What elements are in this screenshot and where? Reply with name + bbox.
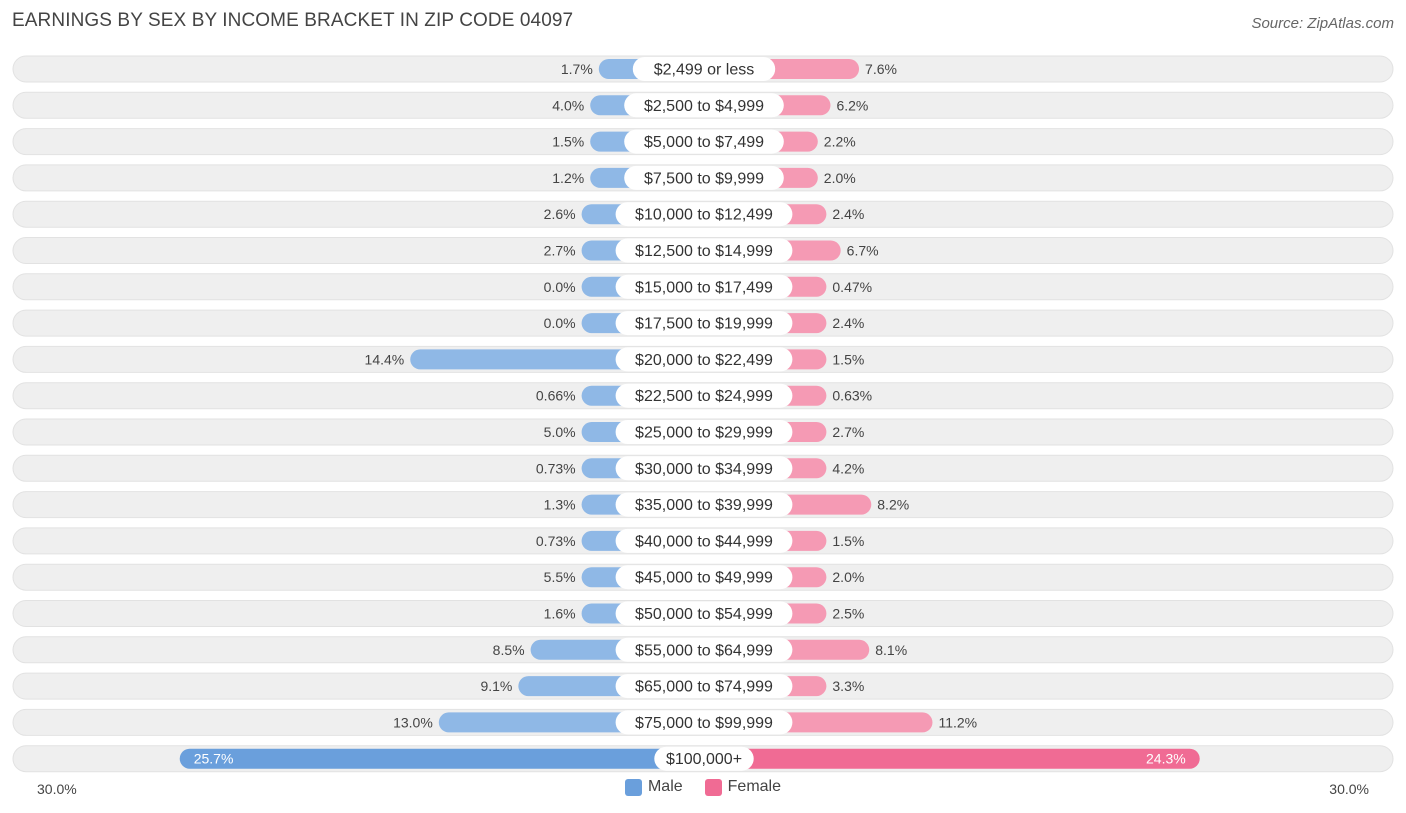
- category-pill: [615, 347, 793, 372]
- category-pill: [615, 420, 793, 444]
- bar-female: [704, 748, 1200, 769]
- value-label-male: 9.1%: [480, 678, 512, 694]
- category-label: $20,000 to $22,499: [635, 352, 773, 369]
- category-pill: [615, 383, 793, 408]
- category-pill: [654, 746, 754, 771]
- category-label: $17,500 to $19,999: [635, 316, 773, 333]
- category-pill: [615, 492, 793, 517]
- value-label-female: 6.7%: [847, 243, 879, 259]
- category-label: $2,500 to $4,999: [644, 98, 764, 115]
- category-label: $7,500 to $9,999: [644, 170, 764, 187]
- value-label-male: 5.0%: [544, 424, 576, 440]
- category-pill: [615, 202, 793, 227]
- category-label: $25,000 to $29,999: [635, 425, 773, 442]
- value-label-male: 1.7%: [561, 61, 593, 77]
- axis-label-right: 30.0%: [1329, 781, 1369, 797]
- value-label-female: 2.2%: [824, 134, 856, 150]
- category-pill: [615, 238, 793, 263]
- value-label-male: 2.7%: [544, 243, 576, 259]
- category-label: $50,000 to $54,999: [635, 606, 773, 623]
- value-label-male: 0.66%: [536, 388, 576, 404]
- value-label-male: 0.73%: [536, 460, 576, 476]
- value-label-male: 8.5%: [493, 642, 525, 658]
- category-label: $30,000 to $34,999: [635, 461, 773, 478]
- category-label: $10,000 to $12,499: [635, 207, 773, 224]
- legend-item-male[interactable]: Male: [624, 778, 683, 796]
- source-label: Source: ZipAtlas.com: [1251, 15, 1394, 32]
- category-pill: [615, 674, 793, 699]
- value-label-male: 13.0%: [393, 714, 433, 730]
- value-label-male: 25.7%: [194, 751, 234, 767]
- category-label: $5,000 to $7,499: [644, 134, 764, 151]
- category-pill: [615, 311, 793, 336]
- category-pill: [615, 274, 793, 299]
- legend: Male Female: [0, 778, 1406, 796]
- value-label-female: 8.2%: [877, 497, 909, 513]
- value-label-female: 11.2%: [938, 714, 977, 730]
- category-label: $2,499 or less: [654, 62, 755, 79]
- value-label-female: 2.4%: [832, 206, 864, 222]
- value-label-female: 6.2%: [836, 97, 868, 113]
- value-label-female: 1.5%: [832, 351, 864, 367]
- value-label-female: 2.5%: [832, 606, 864, 622]
- chart-title: EARNINGS BY SEX BY INCOME BRACKET IN ZIP…: [12, 10, 574, 31]
- category-label: $55,000 to $64,999: [635, 642, 773, 659]
- legend-label-female: Female: [727, 778, 782, 795]
- category-label: $15,000 to $17,499: [635, 279, 773, 296]
- value-label-male: 1.2%: [552, 170, 584, 186]
- value-label-male: 1.5%: [552, 134, 584, 150]
- value-label-male: 0.73%: [536, 533, 576, 549]
- value-label-female: 7.6%: [865, 61, 897, 77]
- legend-swatch-female: [704, 778, 722, 796]
- category-pill: [624, 129, 784, 154]
- category-pill: [615, 637, 793, 662]
- value-label-female: 2.7%: [832, 424, 864, 440]
- legend-swatch-male: [624, 778, 642, 796]
- value-label-female: 2.0%: [832, 569, 864, 585]
- category-label: $45,000 to $49,999: [635, 570, 773, 587]
- value-label-female: 8.1%: [875, 642, 907, 658]
- legend-label-male: Male: [647, 778, 683, 795]
- value-label-male: 4.0%: [552, 97, 584, 113]
- category-label: $35,000 to $39,999: [635, 497, 773, 514]
- value-label-female: 3.3%: [832, 678, 864, 694]
- value-label-female: 0.47%: [832, 279, 872, 295]
- category-label: $12,500 to $14,999: [635, 243, 773, 260]
- value-label-male: 14.4%: [365, 351, 405, 367]
- legend-item-female[interactable]: Female: [704, 778, 782, 796]
- category-pill: [615, 528, 793, 553]
- value-label-female: 24.3%: [1146, 751, 1186, 767]
- category-pill: [632, 57, 776, 81]
- category-pill: [615, 565, 793, 590]
- category-pill: [624, 165, 784, 190]
- category-label: $65,000 to $74,999: [635, 679, 773, 696]
- category-label: $100,000+: [666, 751, 742, 768]
- value-label-male: 0.0%: [544, 279, 576, 295]
- value-label-male: 1.6%: [544, 606, 576, 622]
- category-label: $40,000 to $44,999: [635, 533, 773, 550]
- value-label-male: 0.0%: [544, 315, 576, 331]
- category-label: $75,000 to $99,999: [635, 715, 773, 732]
- value-label-male: 5.5%: [544, 569, 576, 585]
- value-label-female: 2.0%: [824, 170, 856, 186]
- category-pill: [615, 456, 793, 481]
- value-label-female: 0.63%: [832, 388, 872, 404]
- category-pill: [624, 93, 784, 118]
- category-pill: [615, 601, 793, 626]
- value-label-female: 4.2%: [832, 460, 864, 476]
- category-pill: [615, 710, 793, 735]
- value-label-male: 2.6%: [544, 206, 576, 222]
- bar-male: [179, 748, 705, 769]
- category-label: $22,500 to $24,999: [635, 388, 773, 405]
- value-label-male: 1.3%: [544, 497, 576, 513]
- value-label-female: 2.4%: [832, 315, 864, 331]
- value-label-female: 1.5%: [832, 533, 864, 549]
- axis-label-left: 30.0%: [37, 781, 77, 797]
